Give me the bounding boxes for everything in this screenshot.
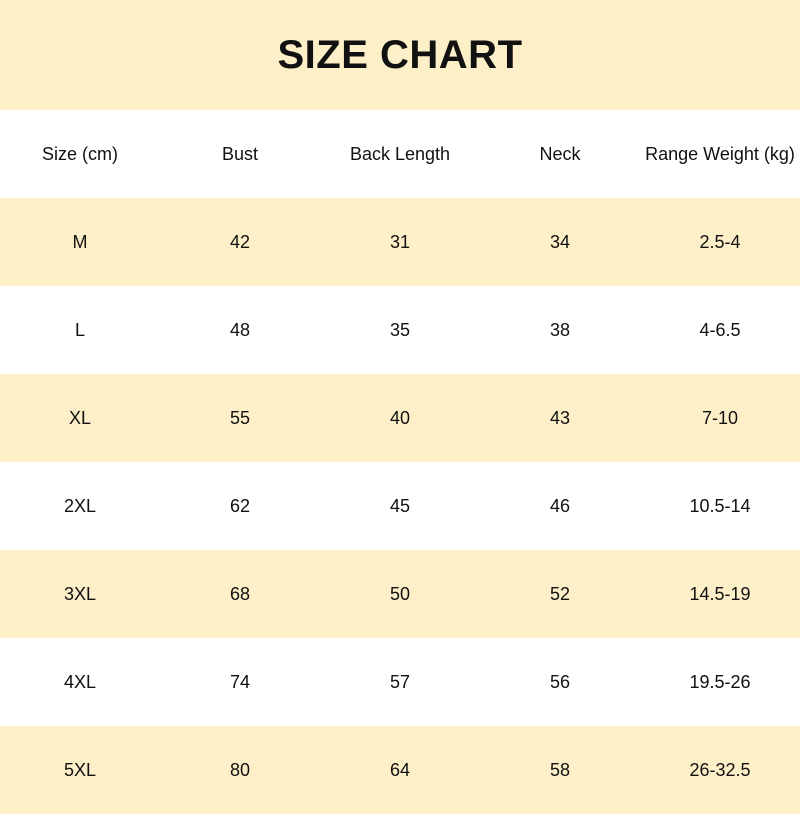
table-row: 4XL 74 57 56 19.5-26 [0,638,800,726]
cell-size: XL [68,407,92,428]
cell-neck: 52 [549,583,571,604]
cell-size: 5XL [63,759,97,780]
cell-size: 3XL [63,583,97,604]
table-row: 3XL 68 50 52 14.5-19 [0,550,800,638]
table-row: L 48 35 38 4-6.5 [0,286,800,374]
cell-range-weight: 2.5-4 [699,231,741,252]
table-row: 2XL 62 45 46 10.5-14 [0,462,800,550]
cell-neck: 58 [549,759,571,780]
table-row: 5XL 80 64 58 26-32.5 [0,726,800,814]
cell-range-weight: 14.5-19 [689,583,751,604]
table-body: M 42 31 34 2.5-4 L 48 35 38 4-6.5 XL 55 40 43 7-10 2XL 6… [0,198,800,814]
table-row: XL 55 40 43 7-10 [0,374,800,462]
cell-back-length: 40 [389,407,411,428]
header-bust: Bust [221,143,259,164]
header-back-length: Back Length [349,143,451,164]
cell-range-weight: 19.5-26 [689,671,751,692]
cell-size: M [72,231,88,252]
cell-back-length: 64 [389,759,411,780]
table-row: M 42 31 34 2.5-4 [0,198,800,286]
cell-bust: 80 [229,759,251,780]
cell-neck: 43 [549,407,571,428]
cell-back-length: 57 [389,671,411,692]
header-size: Size (cm) [42,143,118,164]
cell-neck: 38 [549,319,571,340]
cell-size: 4XL [63,671,97,692]
cell-neck: 34 [549,231,571,252]
page-title: SIZE CHART [277,32,523,77]
cell-back-length: 31 [389,231,411,252]
cell-back-length: 45 [389,495,411,516]
cell-size: L [74,319,85,340]
cell-range-weight: 26-32.5 [689,759,751,780]
cell-bust: 42 [229,231,251,252]
cell-range-weight: 4-6.5 [699,319,741,340]
cell-bust: 55 [229,407,251,428]
cell-back-length: 35 [389,319,411,340]
cell-back-length: 50 [389,583,411,604]
header-range-weight: Range Weight (kg) [645,143,795,164]
cell-range-weight: 7-10 [701,407,739,428]
cell-neck: 46 [549,495,571,516]
cell-neck: 56 [549,671,571,692]
cell-size: 2XL [63,495,97,516]
title-band: SIZE CHART [0,0,800,110]
cell-bust: 48 [229,319,251,340]
header-neck: Neck [539,143,581,164]
cell-bust: 68 [229,583,251,604]
cell-bust: 62 [229,495,251,516]
table-header-row: Size (cm) Bust Back Length Neck Range We… [0,110,800,198]
cell-range-weight: 10.5-14 [689,495,751,516]
cell-bust: 74 [229,671,251,692]
